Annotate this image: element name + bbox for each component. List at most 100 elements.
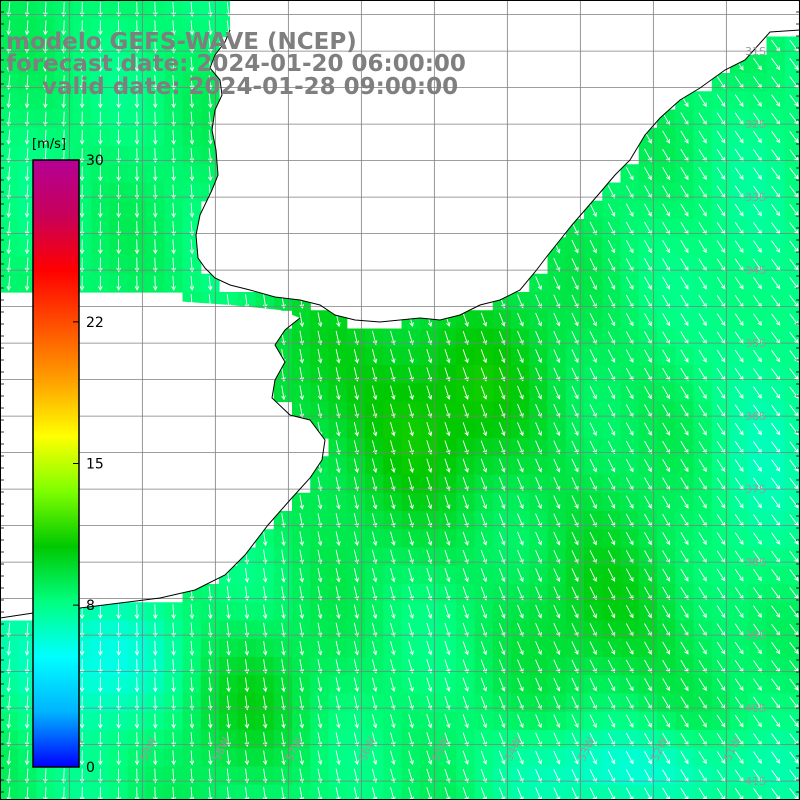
field-cell bbox=[784, 529, 800, 549]
field-cell bbox=[419, 784, 439, 800]
field-cell bbox=[584, 784, 603, 800]
wind-arrow bbox=[43, 20, 48, 36]
wind-arrow bbox=[61, 56, 67, 72]
wind-arrow bbox=[43, 38, 48, 54]
field-cell bbox=[784, 219, 800, 238]
wind-arrow bbox=[61, 20, 67, 36]
wind-arrow bbox=[79, 2, 85, 18]
wind-arrow bbox=[116, 38, 121, 54]
wind-arrow bbox=[98, 20, 103, 36]
latitude-label: 36S bbox=[745, 410, 766, 423]
field-cell bbox=[748, 784, 768, 800]
wind-vectors bbox=[6, 2, 799, 800]
field-cell bbox=[693, 784, 713, 800]
field-cell bbox=[784, 419, 800, 439]
field-cell bbox=[784, 292, 800, 311]
latitude-label: 40S bbox=[745, 702, 766, 715]
wind-arrow bbox=[79, 56, 85, 72]
wind-arrow bbox=[189, 20, 195, 36]
wind-arrow bbox=[171, 2, 176, 18]
wind-arrow bbox=[24, 75, 30, 91]
wind-arrow bbox=[24, 38, 30, 54]
wind-arrow bbox=[98, 2, 103, 18]
wind-arrow bbox=[207, 2, 213, 18]
field-cell bbox=[784, 36, 800, 56]
wind-arrow bbox=[207, 20, 213, 36]
wind-arrow bbox=[79, 75, 85, 91]
field-cell bbox=[675, 784, 695, 800]
latitude-label: 35S bbox=[745, 337, 766, 350]
field-cell bbox=[784, 401, 800, 421]
latitude-label: 33S bbox=[745, 191, 766, 204]
field-cell bbox=[784, 109, 800, 129]
field-cell bbox=[638, 784, 658, 800]
latitude-label: 32S bbox=[745, 118, 766, 131]
field-cell bbox=[474, 784, 494, 800]
field-cell bbox=[784, 620, 800, 640]
field-cell bbox=[784, 383, 800, 403]
field-cell bbox=[383, 784, 403, 800]
wind-arrow bbox=[189, 56, 195, 72]
wind-arrow bbox=[207, 38, 213, 54]
field-cell bbox=[438, 784, 457, 800]
field-cell bbox=[784, 565, 800, 585]
field-cell bbox=[784, 511, 800, 530]
colorbar-tick-label: 15 bbox=[86, 457, 104, 473]
colorbar-unit-label: [m/s] bbox=[32, 137, 66, 152]
wind-arrow bbox=[6, 38, 12, 54]
wind-arrow bbox=[61, 75, 67, 91]
wind-arrow bbox=[153, 20, 158, 36]
wind-arrow bbox=[171, 38, 176, 54]
wind-arrow bbox=[171, 20, 176, 36]
field-cell bbox=[784, 328, 800, 348]
field-cell bbox=[784, 273, 800, 293]
colorbar-gradient bbox=[32, 159, 80, 768]
field-cell bbox=[784, 675, 800, 695]
field-cell bbox=[784, 310, 800, 330]
field-cell bbox=[602, 784, 622, 800]
wind-arrow bbox=[753, 57, 762, 71]
wind-arrow bbox=[98, 56, 103, 72]
field-cell bbox=[346, 784, 366, 800]
field-cell bbox=[784, 474, 800, 494]
wind-arrow bbox=[116, 75, 121, 91]
field-cell bbox=[784, 438, 800, 457]
field-cell bbox=[255, 784, 275, 800]
wind-arrow bbox=[43, 2, 48, 18]
wind-arrow bbox=[134, 56, 140, 72]
wind-arrow bbox=[134, 2, 140, 18]
latitude-label: 31S bbox=[745, 45, 766, 58]
colorbar-tick-label: 0 bbox=[86, 760, 95, 776]
wind-arrow bbox=[43, 75, 48, 91]
field-cell bbox=[784, 748, 800, 768]
wind-arrow bbox=[116, 20, 121, 36]
wind-arrow bbox=[189, 38, 195, 54]
field-cell bbox=[657, 784, 676, 800]
wind-arrow bbox=[61, 38, 67, 54]
field-cell bbox=[328, 784, 348, 800]
wind-arrow bbox=[134, 20, 140, 36]
latitude-label: 37S bbox=[745, 483, 766, 496]
wind-arrow bbox=[153, 38, 158, 54]
field-cell bbox=[784, 365, 800, 384]
wind-arrow bbox=[789, 58, 799, 71]
forecast-date-label: forecast date: 2024-01-20 06:00:00 bbox=[6, 51, 466, 77]
field-cell bbox=[237, 784, 257, 800]
wind-arrow bbox=[771, 57, 781, 71]
field-cell bbox=[219, 784, 238, 800]
wind-arrow bbox=[24, 20, 30, 36]
field-cell bbox=[565, 784, 585, 800]
latitude-label: 38S bbox=[745, 556, 766, 569]
valid-date-label: valid date: 2024-01-28 09:00:00 bbox=[42, 74, 459, 100]
wind-arrow bbox=[6, 20, 12, 36]
wind-arrow bbox=[116, 56, 121, 72]
wind-arrow bbox=[6, 2, 12, 18]
wind-arrow bbox=[134, 38, 140, 54]
field-cell bbox=[784, 730, 800, 749]
latitude-label: 39S bbox=[745, 629, 766, 642]
latitude-label: 41S bbox=[745, 775, 766, 788]
field-cell bbox=[292, 784, 311, 800]
field-cell bbox=[401, 784, 421, 800]
